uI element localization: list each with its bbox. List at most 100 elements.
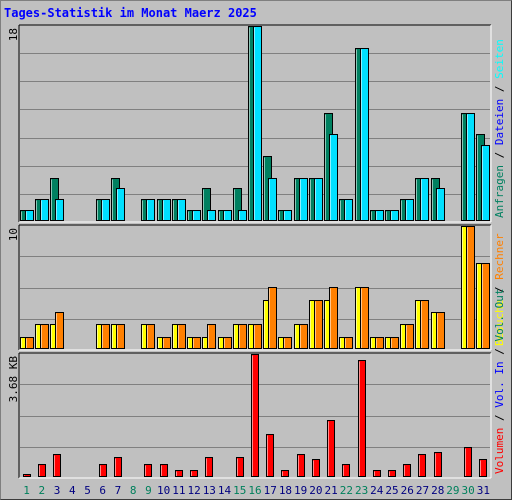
bar-volumen-day-26 [403, 464, 411, 477]
legend-besuche: Besuche [493, 300, 506, 346]
bar-dateien-day-26 [405, 199, 414, 221]
day-label-4: 4 [69, 484, 76, 497]
bar-rechner-day-22 [344, 337, 353, 349]
bar-rechner-day-24 [375, 337, 384, 349]
day-label-25: 25 [385, 484, 398, 497]
legend-rechner: Rechner [493, 233, 506, 280]
day-label-8: 8 [130, 484, 137, 497]
bar-rechner-day-21 [329, 287, 338, 349]
legend-seiten: Seiten [493, 39, 506, 79]
bar-dateien-day-1 [25, 210, 34, 221]
bar-rechner-day-3 [55, 312, 64, 349]
legend-separator: / [493, 79, 506, 99]
legend-separator: / [493, 280, 506, 300]
bar-rechner-day-27 [420, 300, 429, 349]
bar-rechner-day-16 [253, 324, 262, 349]
bar-rechner-day-20 [314, 300, 323, 349]
bar-dateien-day-24 [375, 210, 384, 221]
day-label-9: 9 [145, 484, 152, 497]
day-label-16: 16 [248, 484, 261, 497]
legend-separator: / [493, 408, 506, 428]
legend-dateien: Dateien [493, 99, 506, 145]
y-max-label: 10 [7, 228, 20, 241]
bar-dateien-day-30 [466, 113, 475, 221]
bar-dateien-day-11 [177, 199, 186, 221]
bar-volumen-day-23 [358, 360, 366, 477]
day-label-23: 23 [355, 484, 368, 497]
bar-rechner-day-7 [116, 324, 125, 349]
legend-separator: / [493, 342, 506, 362]
legend-text: Volumen / Vol. In / Vol. Out [493, 289, 506, 474]
bar-volumen-day-24 [373, 470, 381, 477]
bar-volumen-day-19 [297, 454, 305, 477]
legend-anfragen: Anfragen [493, 165, 506, 218]
bar-volumen-day-20 [312, 459, 320, 477]
bar-rechner-day-12 [192, 337, 201, 349]
bar-rechner-day-26 [405, 324, 414, 349]
bar-volumen-day-2 [38, 464, 46, 477]
bar-dateien-day-19 [299, 178, 308, 221]
bar-volumen-day-18 [281, 470, 289, 477]
bar-dateien-day-9 [146, 199, 155, 221]
day-label-31: 31 [477, 484, 490, 497]
bar-dateien-day-10 [162, 199, 171, 221]
bar-volumen-day-6 [99, 464, 107, 477]
bar-volumen-day-30 [464, 447, 472, 477]
legend-separator: / [493, 145, 506, 165]
day-label-2: 2 [39, 484, 46, 497]
legend-text: Besuche / Rechner [493, 233, 506, 346]
day-label-3: 3 [54, 484, 61, 497]
day-label-30: 30 [462, 484, 475, 497]
bar-dateien-day-28 [436, 188, 445, 221]
bar-dateien-day-7 [116, 188, 125, 221]
bar-anfragen-day-13 [202, 188, 211, 221]
bar-volumen-day-1 [23, 474, 31, 477]
bar-volumen-day-11 [175, 470, 183, 477]
bar-dateien-day-3 [55, 199, 64, 221]
y-max-label: 18 [7, 28, 20, 41]
bar-rechner-day-19 [299, 324, 308, 349]
chart-title: Tages-Statistik im Monat Maerz 2025 [4, 6, 257, 20]
bar-volumen-day-12 [190, 470, 198, 477]
bar-dateien-day-13 [207, 210, 216, 221]
bar-volumen-day-27 [418, 454, 426, 477]
bar-rechner-day-14 [223, 337, 232, 349]
bar-dateien-day-6 [101, 199, 110, 221]
bar-volumen-day-17 [266, 434, 274, 477]
day-label-21: 21 [325, 484, 338, 497]
day-label-20: 20 [309, 484, 322, 497]
y-max-label: 3.68 KB [7, 356, 20, 403]
bar-rechner-day-6 [101, 324, 110, 349]
bar-dateien-day-22 [344, 199, 353, 221]
bar-dateien-day-27 [420, 178, 429, 221]
bar-dateien-day-23 [360, 48, 369, 221]
bar-dateien-day-14 [223, 210, 232, 221]
bar-dateien-day-25 [390, 210, 399, 221]
day-label-28: 28 [431, 484, 444, 497]
legend-text: Anfragen / Dateien / Seiten [493, 39, 506, 218]
bar-dateien-day-18 [283, 210, 292, 221]
bar-dateien-day-21 [329, 134, 338, 221]
bar-volumen-day-9 [144, 464, 152, 477]
day-label-24: 24 [370, 484, 384, 497]
bar-rechner-day-15 [238, 324, 247, 349]
day-label-14: 14 [218, 484, 232, 497]
day-label-18: 18 [279, 484, 292, 497]
day-label-19: 19 [294, 484, 307, 497]
bar-rechner-day-9 [146, 324, 155, 349]
bar-dateien-day-2 [40, 199, 49, 221]
day-label-26: 26 [401, 484, 414, 497]
day-label-6: 6 [99, 484, 106, 497]
bar-volumen-day-15 [236, 457, 244, 477]
bar-anfragen-day-15 [233, 188, 242, 221]
day-label-29: 29 [446, 484, 459, 497]
bar-rechner-day-25 [390, 337, 399, 349]
bar-volumen-day-13 [205, 457, 213, 477]
bar-volumen-day-22 [342, 464, 350, 477]
legend-volumen: Volumen [493, 428, 506, 474]
bar-dateien-day-16 [253, 26, 262, 221]
bar-volumen-day-10 [160, 464, 168, 477]
bar-dateien-day-17 [268, 178, 277, 221]
legend-vol-out: Vol. Out [493, 289, 506, 342]
